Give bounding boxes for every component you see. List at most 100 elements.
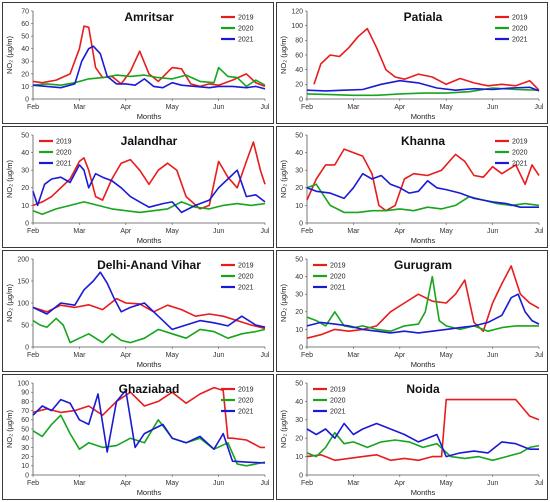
legend-label-2019: 2019 — [330, 387, 346, 394]
y-tick-label: 0 — [25, 220, 29, 227]
chart-title: Delhi-Anand Vihar — [97, 258, 201, 272]
x-axis-label: Months — [137, 488, 162, 497]
x-axis-label: Months — [411, 360, 436, 369]
y-axis-label: NO₂ (µg/m) — [5, 283, 14, 322]
series-line-2021 — [306, 172, 539, 208]
x-tick-label: Feb — [27, 352, 39, 359]
legend-label-2019: 2019 — [238, 15, 254, 22]
y-tick-label: 40 — [21, 150, 29, 157]
y-tick-label: 30 — [295, 417, 303, 424]
y-tick-label: 60 — [295, 52, 303, 59]
y-tick-label: 40 — [295, 67, 303, 74]
x-tick-label: Feb — [301, 352, 313, 359]
x-axis-label: Months — [137, 112, 162, 121]
x-tick-label: Apr — [394, 352, 406, 359]
series-line-2020 — [306, 431, 540, 462]
x-axis-label: Months — [411, 236, 436, 245]
legend: 2019 2020 2021 — [495, 15, 528, 44]
x-tick-label: Apr — [394, 480, 406, 487]
x-tick-label: Mar — [73, 228, 86, 235]
legend-label-2020: 2020 — [56, 150, 72, 157]
y-tick-label: 10 — [295, 203, 303, 210]
series-line-2021 — [32, 164, 266, 214]
y-axis-label: NO₂ (µg/m) — [279, 35, 288, 74]
series-line-2021 — [306, 79, 540, 92]
y-tick-label: 20 — [295, 436, 303, 443]
x-tick-label: Apr — [394, 228, 406, 235]
y-tick-label: 20 — [21, 71, 29, 78]
y-tick-label: 30 — [295, 168, 303, 175]
chart-delhi-anand-vihar: 0 50 100 150 200 Feb Mar Apr May Jun Jul Months NO₂ … — [5, 256, 270, 369]
y-tick-label: 100 — [291, 23, 303, 30]
y-tick-label: 70 — [21, 408, 29, 415]
legend-label-2021: 2021 — [512, 37, 528, 44]
y-tick-label: 200 — [17, 256, 29, 263]
x-tick-label: Jul — [535, 352, 544, 359]
legend-label-2021: 2021 — [330, 285, 346, 292]
y-tick-label: 20 — [21, 454, 29, 461]
y-tick-label: 50 — [21, 426, 29, 433]
y-tick-label: 40 — [21, 436, 29, 443]
legend-label-2021: 2021 — [330, 409, 346, 416]
y-axis-label: NO₂ (µg/m) — [279, 409, 288, 448]
y-tick-label: 0 — [25, 344, 29, 351]
y-tick-label: 40 — [295, 150, 303, 157]
legend-label-2019: 2019 — [512, 15, 528, 22]
legend-label-2020: 2020 — [330, 274, 346, 281]
legend-label-2021: 2021 — [238, 37, 254, 44]
y-tick-label: 90 — [21, 390, 29, 397]
y-tick-label: 50 — [295, 132, 303, 139]
legend: 2019 2020 2021 — [495, 139, 528, 168]
y-tick-label: 30 — [21, 168, 29, 175]
x-tick-label: Jul — [535, 104, 544, 111]
x-tick-label: Feb — [301, 480, 313, 487]
x-tick-label: May — [166, 228, 180, 235]
legend-label-2021: 2021 — [238, 285, 254, 292]
x-tick-label: Jun — [487, 104, 498, 111]
legend-label-2020: 2020 — [238, 398, 254, 405]
chart-title: Patiala — [404, 10, 443, 24]
legend-label-2020: 2020 — [238, 26, 254, 33]
chart-title: Gurugram — [394, 258, 452, 272]
legend: 2019 2020 2021 — [39, 139, 72, 168]
legend-label-2021: 2021 — [512, 161, 528, 168]
chart-jalandhar: 0 10 20 30 40 50 Feb Mar Apr May Jun Jul Months NO₂ (… — [5, 132, 270, 245]
chart-khanna: 0 10 20 30 40 50 Feb Mar Apr May Jun Jul Months NO₂ (… — [279, 132, 544, 245]
chart-title: Ghaziabad — [119, 382, 180, 396]
legend-label-2019: 2019 — [238, 263, 254, 270]
y-tick-label: 80 — [295, 38, 303, 45]
x-tick-label: Jun — [213, 480, 224, 487]
y-axis-label: NO₂ (µg/m) — [279, 283, 288, 322]
x-tick-label: Jun — [213, 228, 224, 235]
series-line-2021 — [306, 422, 539, 458]
x-tick-label: Feb — [27, 228, 39, 235]
y-tick-label: 0 — [299, 220, 303, 227]
series-line-2019 — [32, 25, 266, 88]
y-tick-label: 10 — [295, 327, 303, 334]
x-tick-label: Apr — [394, 104, 406, 111]
panel-noida: 0 10 20 30 40 50 Feb Mar Apr May Jun Jul Months NO₂ (… — [276, 374, 548, 500]
chart-noida: 0 10 20 30 40 50 Feb Mar Apr May Jun Jul Months NO₂ (… — [279, 380, 544, 497]
series-line-2020 — [306, 275, 539, 332]
y-tick-label: 100 — [17, 380, 29, 387]
y-tick-label: 40 — [295, 274, 303, 281]
legend: 2019 2020 2021 — [221, 15, 254, 44]
y-tick-label: 60 — [21, 21, 29, 28]
x-tick-label: Feb — [27, 104, 39, 111]
x-tick-label: May — [166, 480, 180, 487]
panel-gurugram: 0 10 20 30 40 50 Feb Mar Apr May Jun Jul Months NO₂ (… — [276, 250, 548, 372]
x-tick-label: Mar — [347, 104, 360, 111]
y-tick-label: 60 — [21, 417, 29, 424]
series-line-2019 — [306, 148, 540, 212]
x-tick-label: Jul — [535, 480, 544, 487]
series-line-2020 — [32, 414, 266, 467]
legend: 2019 2020 2021 — [313, 263, 346, 292]
y-tick-label: 0 — [299, 96, 303, 103]
series-line-2019 — [32, 141, 266, 210]
y-tick-label: 100 — [17, 300, 29, 307]
x-tick-label: May — [440, 104, 454, 111]
x-tick-label: Apr — [120, 228, 132, 235]
x-axis-label: Months — [137, 360, 162, 369]
chart-title: Jalandhar — [121, 134, 178, 148]
x-axis-label: Months — [411, 112, 436, 121]
